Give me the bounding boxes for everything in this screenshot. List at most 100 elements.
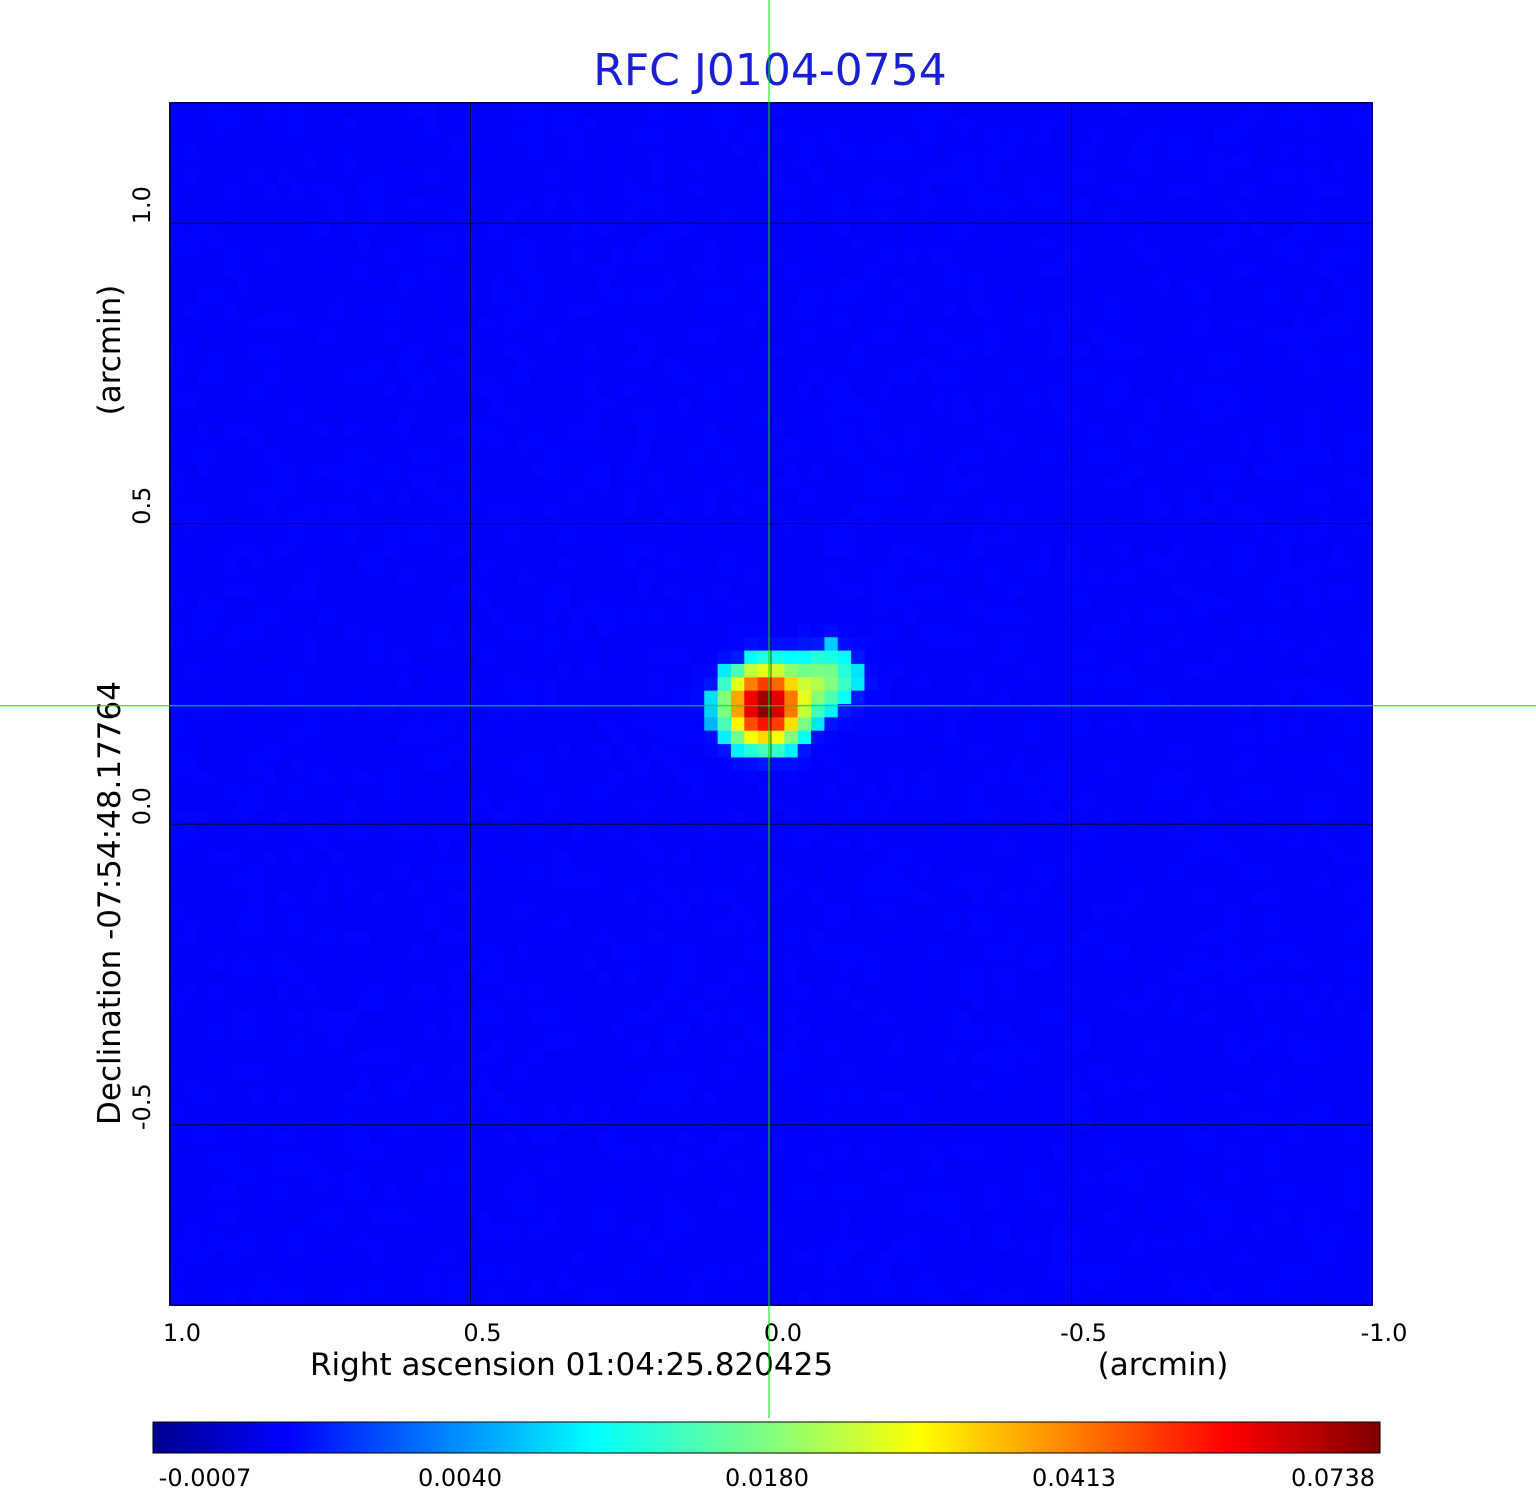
heatmap-cell — [917, 276, 932, 291]
heatmap-cell — [1185, 744, 1199, 758]
heatmap-cell — [1144, 223, 1159, 238]
heatmap-cell — [330, 770, 345, 785]
heatmap-cell — [1238, 583, 1253, 598]
heatmap-cell — [704, 450, 719, 465]
heatmap-cell — [1024, 143, 1039, 157]
heatmap-cell — [717, 383, 732, 398]
heatmap-cell — [677, 717, 692, 732]
heatmap-cell — [183, 103, 198, 117]
heatmap-cell — [864, 183, 879, 197]
heatmap-cell — [397, 770, 411, 785]
heatmap-cell — [196, 356, 211, 371]
heatmap-cell — [771, 490, 785, 505]
heatmap-cell — [944, 370, 959, 384]
heatmap-cell — [784, 637, 799, 652]
heatmap-cell — [383, 183, 398, 197]
heatmap-cell — [1091, 637, 1106, 652]
heatmap-cell — [624, 637, 638, 652]
heatmap-cell — [1104, 770, 1119, 785]
heatmap-cell — [477, 383, 492, 398]
heatmap-cell — [223, 690, 238, 705]
heatmap-cell — [1104, 396, 1119, 411]
heatmap-cell — [263, 450, 278, 465]
heatmap-cell — [797, 677, 812, 692]
heatmap-cell — [570, 156, 585, 171]
heatmap-cell — [931, 249, 946, 264]
heatmap-cell — [557, 543, 572, 558]
heatmap-cell — [1251, 436, 1266, 451]
heatmap-cell — [664, 543, 679, 558]
heatmap-cell — [851, 797, 865, 812]
heatmap-cell — [1078, 797, 1093, 812]
heatmap-cell — [503, 156, 518, 171]
heatmap-cell — [1011, 784, 1026, 798]
heatmap-cell — [1185, 730, 1199, 745]
heatmap-cell — [998, 116, 1012, 131]
heatmap-cell — [597, 570, 612, 585]
heatmap-cell — [690, 770, 705, 785]
heatmap-cell — [677, 370, 692, 384]
heatmap-cell — [1211, 116, 1226, 131]
heatmap-cell — [917, 169, 932, 184]
heatmap-cell — [370, 263, 385, 278]
heatmap-cell — [931, 490, 946, 505]
heatmap-cell — [1104, 196, 1119, 211]
heatmap-cell — [771, 236, 785, 251]
heatmap-cell — [1185, 169, 1199, 184]
heatmap-cell — [1051, 316, 1066, 331]
heatmap-cell — [543, 116, 558, 131]
heatmap-cell — [343, 530, 358, 545]
heatmap-cell — [944, 824, 959, 839]
heatmap-cell — [1358, 289, 1372, 304]
heatmap-cell — [650, 503, 665, 518]
heatmap-cell — [263, 330, 278, 344]
heatmap-cell — [316, 570, 331, 585]
heatmap-cell — [356, 623, 371, 638]
heatmap-cell — [917, 490, 932, 505]
heatmap-cell — [276, 597, 291, 612]
heatmap-cell — [290, 770, 305, 785]
heatmap-cell — [303, 156, 318, 171]
heatmap-cell — [984, 330, 999, 344]
heatmap-cell — [543, 704, 558, 718]
heatmap-cell — [771, 316, 785, 331]
heatmap-cell — [1345, 690, 1360, 705]
heatmap-cell — [236, 209, 251, 224]
heatmap-cell — [303, 717, 318, 732]
heatmap-cell — [837, 797, 852, 812]
heatmap-cell — [1011, 476, 1026, 491]
heatmap-cell — [677, 530, 692, 545]
heatmap-cell — [1131, 289, 1146, 304]
heatmap-cell — [1144, 103, 1159, 117]
heatmap-cell — [1345, 557, 1360, 571]
heatmap-cell — [236, 249, 251, 264]
heatmap-cell — [370, 597, 385, 612]
heatmap-cell — [423, 824, 438, 839]
heatmap-cell — [1118, 343, 1133, 358]
heatmap-cell — [1305, 436, 1320, 451]
heatmap-cell — [263, 276, 278, 291]
heatmap-cell — [1104, 249, 1119, 264]
heatmap-cell — [904, 503, 919, 518]
heatmap-cell — [490, 503, 505, 518]
heatmap-cell — [196, 717, 211, 732]
heatmap-cell — [1291, 824, 1306, 839]
heatmap-cell — [170, 236, 184, 251]
heatmap-cell — [303, 410, 318, 425]
heatmap-cell — [477, 730, 492, 745]
heatmap-cell — [1291, 223, 1306, 238]
heatmap-cell — [1158, 663, 1173, 678]
heatmap-cell — [1318, 597, 1333, 612]
heatmap-cell — [503, 824, 518, 839]
heatmap-cell — [904, 249, 919, 264]
heatmap-cell — [984, 450, 999, 465]
heatmap-cell — [797, 169, 812, 184]
heatmap-cell — [1024, 289, 1039, 304]
heatmap-cell — [971, 330, 986, 344]
heatmap-cell — [944, 396, 959, 411]
heatmap-cell — [1345, 583, 1360, 598]
heatmap-cell — [250, 637, 264, 652]
heatmap-cell — [356, 530, 371, 545]
heatmap-cell — [263, 610, 278, 625]
heatmap-cell — [1251, 476, 1266, 491]
